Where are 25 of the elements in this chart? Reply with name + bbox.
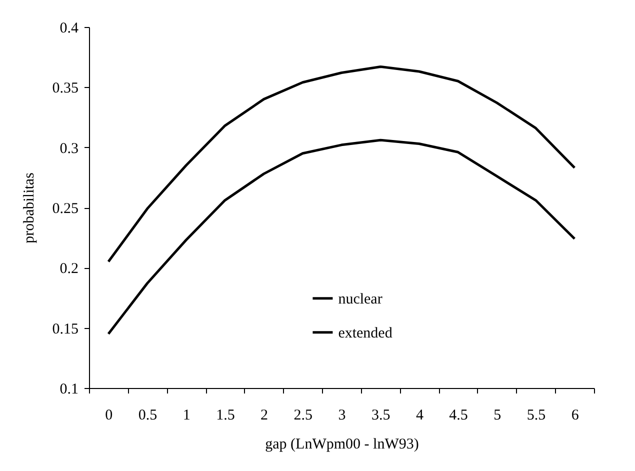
x-tick-label: 4.5 [449,408,468,424]
legend-label: extended [338,325,393,342]
x-tick-label: 1 [182,408,190,424]
y-tick-label: 0.25 [52,201,78,217]
y-tick-label: 0.3 [60,140,78,157]
x-tick-label: 3 [338,408,346,424]
y-tick-label: 0.15 [52,321,78,338]
x-tick-label: 5 [494,408,502,424]
x-tick-label: 1.5 [216,408,235,424]
y-axis-title: probabilitas [21,172,38,244]
x-axis-title: gap (LnWpm00 - lnW93) [265,436,419,452]
legend-label: nuclear [338,291,382,308]
x-tick-label: 0 [105,408,113,424]
x-tick-label: 4 [416,408,424,424]
x-tick-label: 3.5 [371,408,390,424]
line-series [107,65,576,263]
y-tick-label: 0.1 [60,382,78,398]
y-tick-label: 0.4 [60,20,79,36]
y-tick-label: 0.35 [52,80,78,97]
x-tick-label: 2 [260,408,268,424]
y-tick-label: 0.2 [60,261,78,278]
x-tick-label: 5.5 [526,408,546,424]
x-tick-label: 2.5 [294,408,313,424]
x-tick-label: 6 [571,408,580,424]
x-tick-label: 0.5 [138,408,158,424]
